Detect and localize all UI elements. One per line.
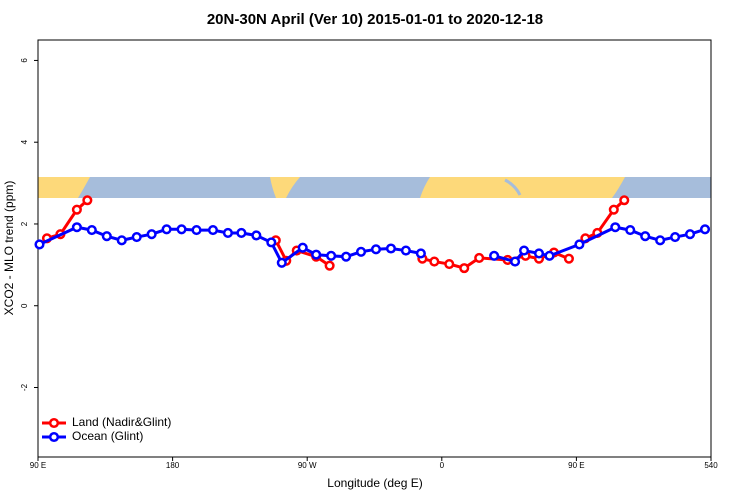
y-tick-label: 6 [20,58,29,63]
series-point [444,258,455,270]
series-point [276,257,287,268]
x-axis-label: Longitude (deg E) [327,476,422,490]
x-tick-label: 90 E [30,461,46,470]
series-point [563,253,574,264]
x-tick-label: 0 [440,461,445,470]
x-tick-label: 180 [166,461,180,470]
series-point [355,246,367,257]
series-point [459,263,470,274]
y-tick-label: 2 [20,221,29,226]
series-point [699,224,711,235]
series-point [324,260,335,271]
x-tick-label: 90 W [298,461,317,470]
series-point [489,250,500,261]
series-point [297,242,308,253]
legend-marker [48,431,60,443]
series-point [251,230,262,241]
y-tick-label: 4 [20,139,29,144]
legend-label: Land (Nadir&Glint) [72,415,171,429]
series-point [222,227,233,239]
series-point [619,195,630,206]
series-point [236,227,247,239]
series-point [207,225,219,236]
series-point [640,231,651,242]
series-point [161,224,172,235]
series-point [82,195,93,206]
y-tick-label: 0 [20,303,29,308]
series-point [311,249,322,260]
series-point [101,231,112,242]
series-point [415,248,426,259]
series-point [655,235,666,246]
y-tick-label: -2 [20,383,29,391]
legend-label: Ocean (Glint) [72,429,143,443]
series-point [71,222,82,233]
chart-title: 20N-30N April (Ver 10) 2015-01-01 to 202… [207,11,543,28]
series-point [533,248,545,259]
series-point [71,204,82,215]
x-tick-label: 540 [704,461,718,470]
series-point [146,229,157,240]
series-point [544,250,555,261]
series-point [608,204,619,215]
series-point [341,251,352,262]
series-point [510,256,521,267]
series-point [34,239,45,250]
series-point [385,243,397,254]
series-point [685,229,696,240]
series-point [326,250,337,261]
series-point [574,239,585,250]
series-point [86,225,97,236]
series-line [46,199,89,240]
series-point [176,224,187,235]
series-point [429,256,440,267]
y-axis-label: XCO2 - MLO trend (ppm) [2,181,16,316]
series-point [370,244,382,255]
legend-marker [48,417,60,429]
series-point [116,235,127,246]
series-point [610,222,621,233]
series-point [400,245,411,256]
series-point [191,225,202,236]
series-point [266,237,277,248]
x-tick-label: 90 E [568,461,584,470]
series-point [625,225,636,236]
series-line [584,199,626,240]
series-point [519,245,530,256]
series-point [131,232,142,243]
series-point [474,252,485,263]
series-point [670,232,681,243]
map-strip [38,177,711,198]
